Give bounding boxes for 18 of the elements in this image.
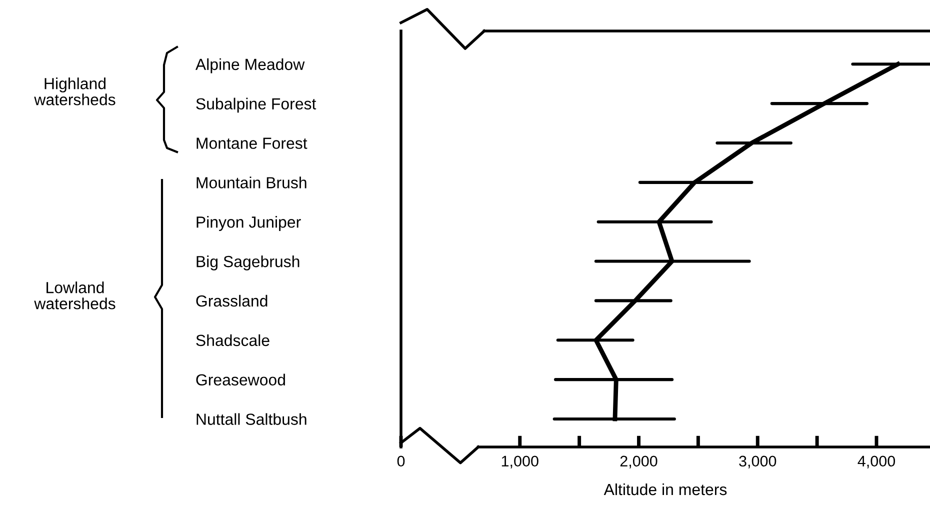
x-axis-title: Altitude in meters — [604, 483, 727, 496]
x-tick-label: 0 — [397, 456, 405, 467]
text: Highland watersheds — [34, 78, 116, 106]
y-tick-label: Montane Forest — [196, 138, 308, 149]
y-tick-label: Pinyon Juniper — [196, 216, 301, 231]
text: Lowland watersheds — [34, 282, 116, 310]
y-tick-label: Mountain Brush — [196, 176, 306, 188]
x-tick-label: 3,000 — [739, 456, 776, 468]
y-tick-label: Alpine Meadow — [195, 58, 305, 74]
x-tick-label: 4,000 — [858, 456, 896, 468]
x-tick-label: 2,000 — [620, 456, 658, 468]
y-tick-label: Subalpine Forest — [196, 98, 316, 113]
y-tick-label: Shadscale — [196, 334, 270, 346]
y-tick-label: Greasewood — [196, 374, 285, 386]
y-tick-label: Big Sagebrush — [196, 255, 300, 270]
y-tick-label: Nuttall Saltbush — [196, 413, 306, 425]
y-tick-label: Grassland — [196, 294, 268, 307]
x-tick-label: 1,000 — [502, 456, 538, 468]
